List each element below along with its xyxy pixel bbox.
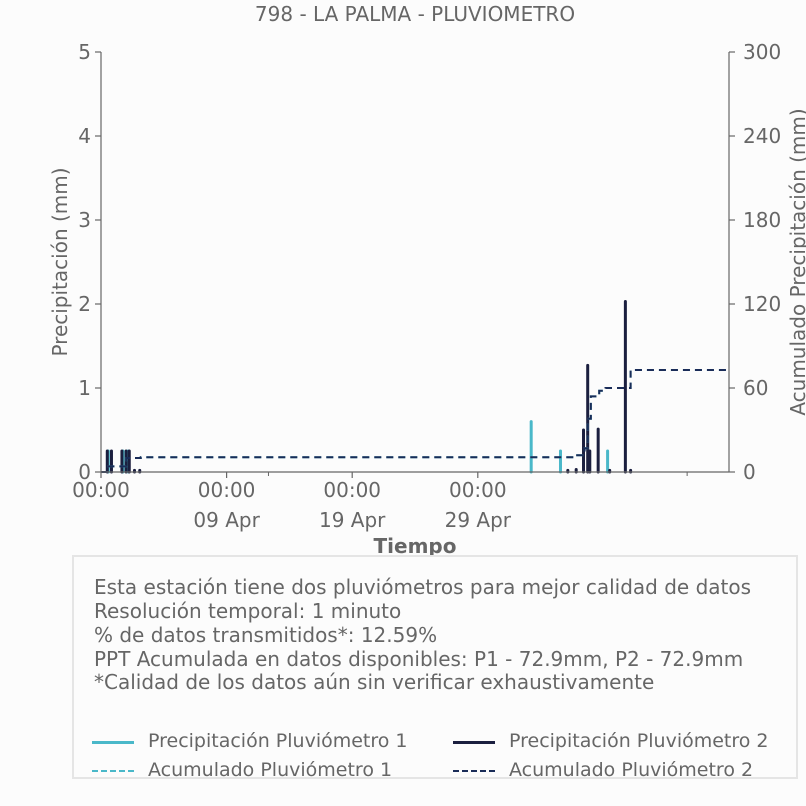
legend-label-acc1: Acumulado Pluviómetro 1 [148,759,393,781]
y-right-tick-label: 300 [743,40,781,64]
legend-swatch-acc1 [92,770,134,772]
legend-swatch-p1 [92,741,134,744]
info-legend-box: Esta estación tiene dos pluviómetros par… [72,555,798,781]
info-line-quality-note: *Calidad de los datos aún sin verificar … [94,670,655,694]
y-axis-left-label: Precipitación (mm) [48,167,72,356]
y-left-tick-label: 4 [78,124,91,148]
legend-label-p1: Precipitación Pluviómetro 1 [148,730,408,752]
y-right-tick-label: 60 [743,376,768,400]
x-tick-time-label: 00:00 [198,478,256,502]
legend-swatch-acc2 [453,770,495,772]
x-tick-time-label: 00:00 [72,478,130,502]
accumulated-line-p2 [101,368,729,473]
legend-label-p2: Precipitación Pluviómetro 2 [509,730,769,752]
y-right-tick-label: 240 [743,124,781,148]
x-axis-label: Tiempo [374,534,457,558]
tick-labels: 0 1 2 3 4 5 0 60 120 180 240 300 00:00 00:00 09 Apr 00:… [72,40,781,532]
rainfall-chart: 798 - LA PALMA - PLUVIOMETRO 0 1 2 3 4 5 0 60 12… [48,2,806,558]
legend-swatch-p2 [453,741,495,744]
x-tick-time-label: 00:00 [323,478,381,502]
chart-title: 798 - LA PALMA - PLUVIOMETRO [255,2,575,26]
axes [100,52,730,473]
info-line-resolution: Resolución temporal: 1 minuto [94,599,402,623]
y-left-tick-label: 5 [78,40,91,64]
y-axis-right-label: Acumulado Precipitación (mm) [786,108,806,415]
y-right-tick-label: 0 [743,460,756,484]
y-left-tick-label: 1 [78,376,91,400]
x-tick-date-label: 29 Apr [445,508,512,532]
info-line-stations: Esta estación tiene dos pluviómetros par… [94,575,752,599]
y-right-tick-label: 180 [743,208,781,232]
legend-label-acc2: Acumulado Pluviómetro 2 [509,759,754,781]
accumulated-lines [101,368,729,473]
precipitation-bars [105,299,633,474]
y-left-tick-label: 0 [78,460,91,484]
info-line-transmitted: % de datos transmitidos*: 12.59% [94,623,438,647]
info-line-accumulated: PPT Acumulada en datos disponibles: P1 -… [94,647,744,671]
x-tick-date-label: 09 Apr [193,508,260,532]
y-right-tick-label: 120 [743,292,781,316]
y-left-tick-label: 2 [78,292,91,316]
y-left-tick-label: 3 [78,208,91,232]
x-tick-time-label: 00:00 [449,478,507,502]
x-tick-date-label: 19 Apr [319,508,386,532]
